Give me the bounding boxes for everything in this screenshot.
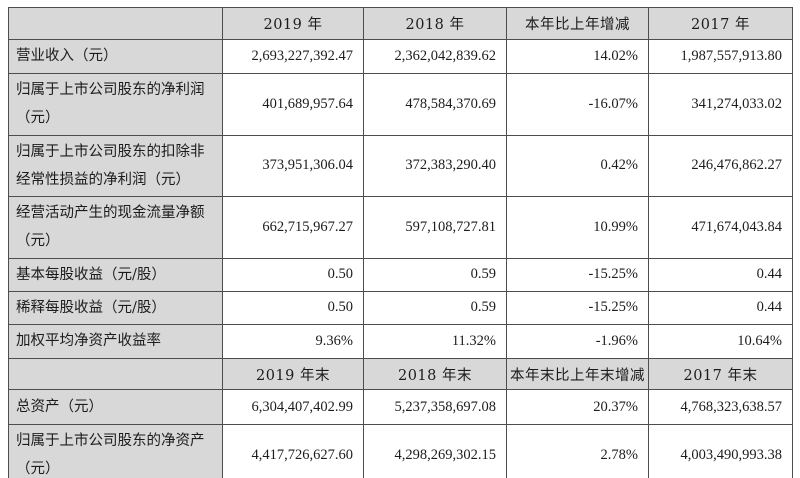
cell-value: 478,584,370.69 [363,73,507,136]
cell-value: 0.44 [648,290,793,326]
cell-value: 0.59 [363,290,507,326]
table-row: 总资产（元） 6,304,407,402.99 5,237,358,697.08… [8,389,793,426]
cell-value: 14.02% [506,39,649,74]
annual-header-2019: 2019 年 [222,7,364,40]
eoy-header-row: 2019 年末 2018 年末 本年末比上年末增减 2017 年末 [8,358,793,391]
eoy-header-2019: 2019 年末 [222,358,364,391]
row-label: 经营活动产生的现金流量净额（元） [8,196,223,259]
cell-value: 5,237,358,697.08 [363,389,507,426]
cell-value: 2.78% [506,424,649,478]
row-label: 总资产（元） [8,389,223,426]
cell-value: 0.50 [222,290,364,326]
cell-value: 10.64% [648,324,793,360]
annual-header-2018: 2018 年 [363,7,507,40]
row-label: 归属于上市公司股东的扣除非经常性损益的净利润（元） [8,134,223,198]
cell-value: 4,003,490,993.38 [648,424,793,478]
cell-value: 246,476,862.27 [648,134,793,198]
cell-value: 0.42% [506,134,649,198]
financial-summary-table: 2019 年 2018 年 本年比上年增减 2017 年 营业收入（元） 2,6… [8,7,793,478]
cell-value: 4,768,323,638.57 [648,389,793,426]
cell-value: 597,108,727.81 [363,196,507,259]
table-row: 归属于上市公司股东的扣除非经常性损益的净利润（元） 373,951,306.04… [8,134,793,198]
table-row: 归属于上市公司股东的净利润（元） 401,689,957.64 478,584,… [8,73,793,136]
cell-value: 2,693,227,392.47 [222,39,364,74]
table-row: 经营活动产生的现金流量净额（元） 662,715,967.27 597,108,… [8,196,793,259]
row-label: 归属于上市公司股东的净资产（元） [8,424,223,478]
row-label: 营业收入（元） [8,39,223,74]
cell-value: -1.96% [506,324,649,360]
cell-value: 10.99% [506,196,649,259]
cell-value: 471,674,043.84 [648,196,793,259]
cell-value: 341,274,033.02 [648,73,793,136]
row-label: 基本每股收益（元/股） [8,257,223,292]
table-row: 营业收入（元） 2,693,227,392.47 2,362,042,839.6… [8,39,793,74]
cell-value: 372,383,290.40 [363,134,507,198]
cell-value: -16.07% [506,73,649,136]
cell-value: 1,987,557,913.80 [648,39,793,74]
cell-value: 4,417,726,627.60 [222,424,364,478]
cell-value: 373,951,306.04 [222,134,364,198]
table-row: 稀释每股收益（元/股） 0.50 0.59 -15.25% 0.44 [8,290,793,326]
cell-value: 11.32% [363,324,507,360]
row-label: 稀释每股收益（元/股） [8,290,223,326]
cell-value: 0.59 [363,257,507,292]
eoy-header-2018: 2018 年末 [363,358,507,391]
annual-header-2017: 2017 年 [648,7,793,40]
cell-value: 0.50 [222,257,364,292]
eoy-header-2017: 2017 年末 [648,358,793,391]
row-label: 加权平均净资产收益率 [8,324,223,360]
cell-value: 4,298,269,302.15 [363,424,507,478]
cell-value: 6,304,407,402.99 [222,389,364,426]
cell-value: 662,715,967.27 [222,196,364,259]
annual-header-row: 2019 年 2018 年 本年比上年增减 2017 年 [8,7,793,40]
cell-value: 9.36% [222,324,364,360]
annual-header-blank [8,7,223,40]
annual-header-yoy: 本年比上年增减 [506,7,649,40]
row-label: 归属于上市公司股东的净利润（元） [8,73,223,136]
cell-value: -15.25% [506,257,649,292]
cell-value: -15.25% [506,290,649,326]
table-row: 基本每股收益（元/股） 0.50 0.59 -15.25% 0.44 [8,257,793,292]
cell-value: 401,689,957.64 [222,73,364,136]
cell-value: 2,362,042,839.62 [363,39,507,74]
cell-value: 0.44 [648,257,793,292]
eoy-header-yoy: 本年末比上年末增减 [506,358,649,391]
table-row: 归属于上市公司股东的净资产（元） 4,417,726,627.60 4,298,… [8,424,793,478]
eoy-header-blank [8,358,223,391]
table-row: 加权平均净资产收益率 9.36% 11.32% -1.96% 10.64% [8,324,793,360]
cell-value: 20.37% [506,389,649,426]
